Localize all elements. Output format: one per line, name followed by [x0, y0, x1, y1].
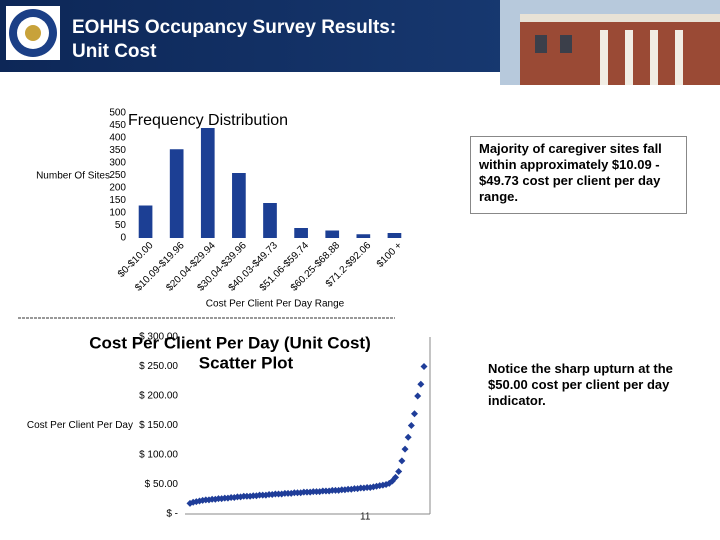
x-axis-label: Cost Per Client Per Day Range [206, 299, 345, 310]
y-tick-label: $ - [166, 509, 178, 520]
point [414, 392, 422, 400]
bar [138, 205, 153, 238]
chart-title: Frequency Distribution [128, 112, 288, 129]
note: Notice the sharp upturn at the $50.00 co… [480, 357, 690, 419]
y-tick-label: 500 [109, 108, 126, 119]
y-tick-label: 300 [109, 158, 126, 169]
y-tick-label: 150 [109, 195, 126, 206]
y-tick-label: $ 50.00 [145, 479, 179, 490]
bar [325, 230, 340, 238]
bar [232, 173, 246, 238]
chart-subtitle: Scatter Plot [199, 353, 294, 372]
y-axis-label: Number Of Sites [36, 171, 110, 182]
header-title: Unit Cost [72, 41, 157, 62]
y-tick-label: $ 250.00 [139, 361, 178, 372]
y-tick-label: $ 100.00 [139, 450, 178, 461]
header-title: EOHHS Occupancy Survey Results: [72, 17, 396, 38]
logo [6, 6, 60, 60]
y-tick-label: 350 [109, 145, 126, 156]
point [392, 473, 400, 481]
point [398, 457, 406, 465]
y-axis-label: Cost Per Client Per Day [27, 420, 133, 431]
bar [263, 203, 277, 238]
y-tick-label: 250 [109, 170, 126, 181]
bar [200, 128, 215, 238]
y-tick-label: 200 [109, 183, 126, 194]
point [417, 380, 425, 388]
point [395, 468, 403, 476]
y-tick-label: $ 300.00 [139, 332, 178, 343]
point [404, 433, 412, 441]
bar [387, 233, 402, 238]
page-number: 11 [360, 512, 371, 523]
point [420, 363, 428, 370]
y-tick-label: $ 200.00 [139, 391, 178, 402]
x-tick-label: $100 + [375, 240, 405, 270]
chart-title: Cost Per Client Per Day (Unit Cost) [89, 333, 371, 352]
y-tick-label: $ 150.00 [139, 420, 178, 431]
bar [169, 149, 184, 238]
y-tick-label: 100 [109, 208, 126, 219]
y-tick-label: 50 [115, 220, 127, 231]
point [411, 410, 419, 418]
note: Majority of caregiver sites fall within … [470, 136, 687, 214]
bar [356, 234, 371, 238]
header-photo [500, 0, 720, 85]
y-tick-label: 400 [109, 133, 126, 144]
y-tick-label: 0 [120, 233, 126, 244]
y-tick-label: 450 [109, 120, 126, 131]
point [407, 422, 415, 429]
point [401, 445, 409, 453]
bar [294, 228, 308, 238]
